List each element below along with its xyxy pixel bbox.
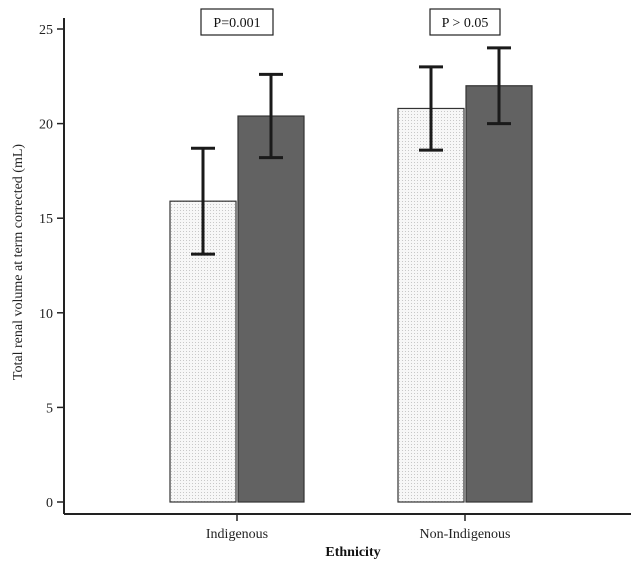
y-tick-label: 10 [39, 307, 53, 322]
axes: 0 5 10 15 20 25 Indigenous Non-Indigenous [39, 18, 631, 542]
bar-1-non-indigenous [397, 107, 465, 503]
y-tick-label: 0 [46, 496, 53, 511]
p-value-label: P=0.001 [213, 16, 260, 31]
y-tick-label: 5 [46, 401, 53, 416]
plot-area [169, 46, 533, 503]
p-value-label: P > 0.05 [442, 16, 489, 31]
y-axis-title: Total renal volume at term corrected (mL… [11, 144, 26, 380]
y-tick-label: 20 [39, 118, 53, 133]
y-tick-label: 15 [39, 212, 53, 227]
p-value-box [429, 8, 501, 36]
p-value-box [200, 8, 274, 36]
bar-2-indigenous [237, 115, 305, 503]
x-tick-label: Non-Indigenous [420, 527, 511, 542]
x-axis-title: Ethnicity [325, 545, 380, 560]
y-tick-label: 25 [39, 23, 53, 38]
bar-2-non-indigenous [465, 85, 533, 503]
annotations: P=0.001 P > 0.05 [200, 8, 501, 36]
x-tick-label: Indigenous [206, 527, 268, 542]
